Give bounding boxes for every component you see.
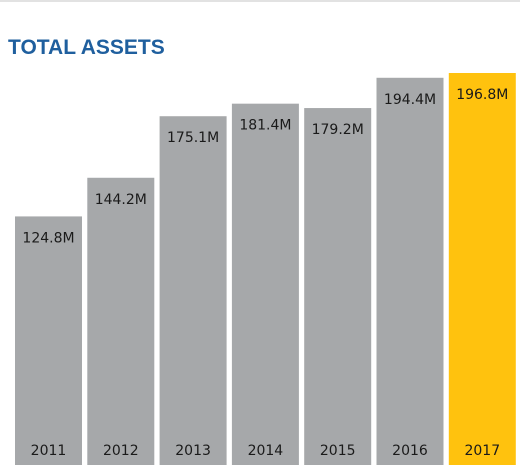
bar xyxy=(87,177,155,466)
bar xyxy=(159,116,227,466)
x-tick-label: 2016 xyxy=(392,443,428,459)
value-label: 175.1M xyxy=(167,130,219,146)
bar xyxy=(376,77,444,465)
x-tick-label: 2013 xyxy=(175,443,211,459)
chart-title: TOTAL ASSETS xyxy=(8,36,165,59)
bar xyxy=(304,108,372,465)
bar xyxy=(448,73,516,465)
x-tick-label: 2017 xyxy=(464,443,500,459)
value-label: 196.8M xyxy=(456,87,508,103)
value-label: 124.8M xyxy=(22,230,74,246)
x-tick-label: 2014 xyxy=(248,443,284,459)
value-label: 179.2M xyxy=(312,122,364,138)
bar xyxy=(15,216,82,465)
x-tick-label: 2012 xyxy=(103,443,139,459)
value-label: 181.4M xyxy=(239,118,291,134)
x-tick-label: 2011 xyxy=(31,443,67,459)
value-label: 144.2M xyxy=(95,192,147,208)
bar xyxy=(231,103,299,465)
value-label: 194.4M xyxy=(384,92,436,108)
x-tick-label: 2015 xyxy=(320,443,356,459)
